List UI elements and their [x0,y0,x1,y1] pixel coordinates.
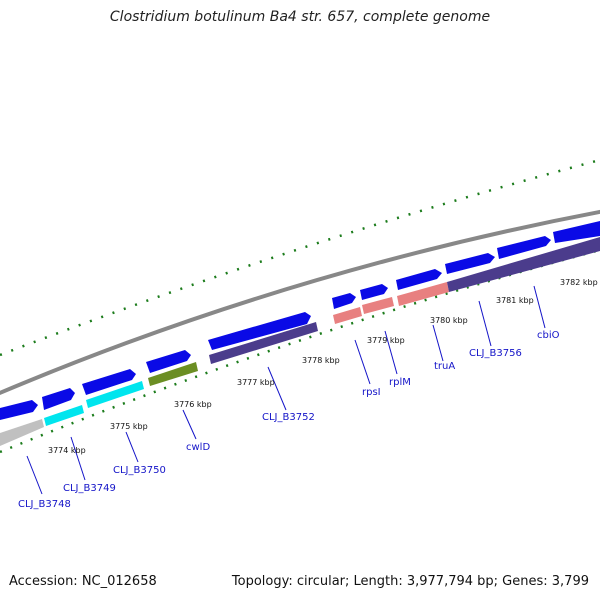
gene-label-clj-b3749[interactable]: CLJ_B3749 [63,483,116,494]
forward-track [0,221,600,420]
scale-label-3782: 3782 kbp [560,278,598,287]
feature-trua [397,282,449,306]
gene-arrow-trua[interactable] [396,269,442,290]
feature-clj-b3749 [44,405,84,426]
feature-clj-b3748 [0,419,44,446]
gene-label-clj-b3748[interactable]: CLJ_B3748 [18,499,71,510]
gene-arrow-clj-b3752[interactable] [208,312,311,350]
leader-lines [26,285,546,495]
feature-operon [447,237,600,292]
feature-clj-b3750 [86,381,144,408]
gene-label-clj-b3750[interactable]: CLJ_B3750 [113,465,166,476]
genome-stats-text: Topology: circular; Length: 3,977,794 bp… [231,574,589,589]
gene-labels: CLJ_B3748 CLJ_B3749 CLJ_B3750 cwlD CLJ_B… [18,330,560,510]
scale-labels: 3774 kbp 3775 kbp 3776 kbp 3777 kbp 3778… [48,278,598,455]
gene-arrow-clj-b3750[interactable] [82,369,136,395]
scale-label-3781: 3781 kbp [496,296,534,305]
gene-label-trua[interactable]: truA [434,361,455,372]
gene-label-clj-b3752[interactable]: CLJ_B3752 [262,412,315,423]
accession-text: Accession: NC_012658 [9,574,157,589]
gene-label-clj-b3756[interactable]: CLJ_B3756 [469,348,522,359]
gene-arrow-clj-b3748[interactable] [0,400,38,420]
gene-arrow-cwld[interactable] [146,350,191,373]
gene-arrow-rpsi[interactable] [332,293,356,309]
scale-label-3777: 3777 kbp [237,378,275,387]
map-title: Clostridium botulinum Ba4 str. 657, comp… [109,9,491,25]
scale-label-3776: 3776 kbp [174,400,212,409]
gene-label-rpsi[interactable]: rpsI [362,387,381,398]
gene-arrow-clj-b3756[interactable] [445,253,495,274]
feature-track [0,237,600,446]
gene-label-cwld[interactable]: cwlD [186,442,210,453]
gene-label-rplm[interactable]: rplM [389,377,411,388]
gene-label-cbio[interactable]: cbiO [537,330,560,341]
gene-arrow-next[interactable] [553,221,600,243]
gene-arrow-rplm[interactable] [360,284,388,300]
feature-rplm [362,297,394,314]
scale-label-3779: 3779 kbp [367,336,405,345]
feature-cwld [148,362,198,386]
scale-label-3780: 3780 kbp [430,316,468,325]
feature-rpsi [333,307,362,324]
scale-label-3778: 3778 kbp [302,356,340,365]
inner-dotted-scale [0,248,600,454]
gene-arrow-cbio[interactable] [497,236,551,259]
feature-clj-b3752 [209,322,318,364]
gene-arrow-clj-b3749[interactable] [42,388,75,410]
genome-backbone [0,209,600,396]
scale-label-3775: 3775 kbp [110,422,148,431]
scale-label-3774: 3774 kbp [48,446,86,455]
